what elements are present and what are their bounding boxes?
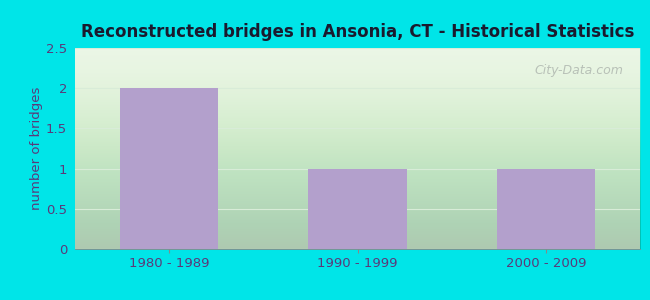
Y-axis label: number of bridges: number of bridges [30,87,43,210]
Bar [120,88,218,249]
Title: Reconstructed bridges in Ansonia, CT - Historical Statistics: Reconstructed bridges in Ansonia, CT - H… [81,23,634,41]
Bar [309,169,406,249]
Text: City-Data.com: City-Data.com [534,64,623,77]
Bar [497,169,595,249]
